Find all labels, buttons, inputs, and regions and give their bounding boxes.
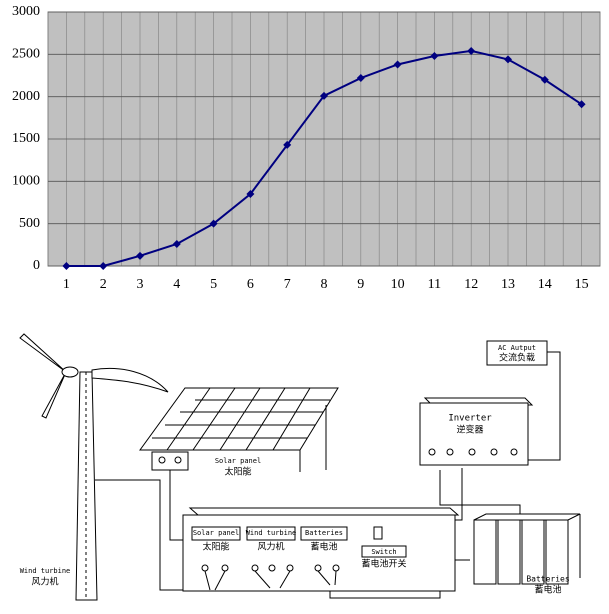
x-tick-label: 8 xyxy=(321,277,328,292)
label: 风力机 xyxy=(31,576,58,588)
data-point xyxy=(99,262,108,270)
data-point xyxy=(504,55,512,64)
x-tick-label: 6 xyxy=(247,277,254,292)
x-tick-label: 14 xyxy=(538,277,552,292)
label: Solar panel xyxy=(193,529,239,537)
ac-output: AC Autput 交流负载 xyxy=(486,340,548,366)
batteries: Batteries 蓄电池 xyxy=(473,513,581,596)
label: Inverter xyxy=(448,414,492,424)
inverter: Inverter 逆变器 xyxy=(419,397,534,466)
x-tick-label: 10 xyxy=(391,277,405,292)
data-point xyxy=(172,239,181,248)
data-point xyxy=(246,190,255,199)
y-tick-label: 3000 xyxy=(12,4,40,19)
data-point xyxy=(283,140,292,149)
y-tick-label: 1500 xyxy=(12,131,40,146)
label: 逆变器 xyxy=(456,424,483,436)
data-point xyxy=(540,75,549,84)
data-point xyxy=(577,100,586,109)
y-tick-label: 2500 xyxy=(12,47,40,62)
x-tick-label: 11 xyxy=(428,277,441,292)
x-tick-label: 13 xyxy=(501,277,515,292)
controller: Solar panel 太阳能 Wind turbine 风力机 Batteri… xyxy=(182,507,460,592)
label: 太阳能 xyxy=(224,466,251,478)
data-point xyxy=(356,74,365,83)
data-point xyxy=(136,251,144,260)
x-tick-label: 4 xyxy=(173,277,180,292)
system-diagram: Wind turbine 风力机 Solar panel 太阳能 AC Autp… xyxy=(19,333,581,601)
label: 蓄电池 xyxy=(534,584,561,596)
x-tick-label: 9 xyxy=(357,277,364,292)
data-point xyxy=(430,52,439,61)
data-point xyxy=(62,262,71,270)
label: 交流负载 xyxy=(499,352,535,364)
x-tick-label: 5 xyxy=(210,277,217,292)
data-point xyxy=(320,91,328,100)
label: AC Autput xyxy=(498,344,536,352)
y-tick-label: 0 xyxy=(33,258,40,273)
y-tick-label: 1000 xyxy=(12,174,40,189)
label: Wind turbine xyxy=(20,567,71,575)
x-tick-label: 15 xyxy=(575,277,589,292)
label: Solar panel xyxy=(215,457,261,465)
y-tick-label: 500 xyxy=(19,216,40,231)
wind-turbine: Wind turbine 风力机 xyxy=(19,333,169,601)
label: 蓄电池 xyxy=(310,541,337,553)
data-point xyxy=(393,60,402,69)
x-tick-label: 12 xyxy=(464,277,478,292)
x-tick-label: 2 xyxy=(100,277,107,292)
x-tick-label: 1 xyxy=(63,277,70,292)
label: Switch xyxy=(371,548,396,556)
label: 蓄电池开关 xyxy=(361,558,406,570)
label: Batteries xyxy=(526,575,570,584)
label: 风力机 xyxy=(257,541,284,553)
label: Wind turbine xyxy=(246,529,297,537)
y-tick-label: 2000 xyxy=(12,89,40,104)
data-point xyxy=(209,219,218,228)
label: 太阳能 xyxy=(202,541,229,553)
data-point xyxy=(467,46,476,55)
label: Batteries xyxy=(305,529,343,537)
solar-panel: Solar panel 太阳能 xyxy=(139,387,339,478)
x-tick-label: 7 xyxy=(284,277,291,292)
x-tick-label: 3 xyxy=(137,277,144,292)
